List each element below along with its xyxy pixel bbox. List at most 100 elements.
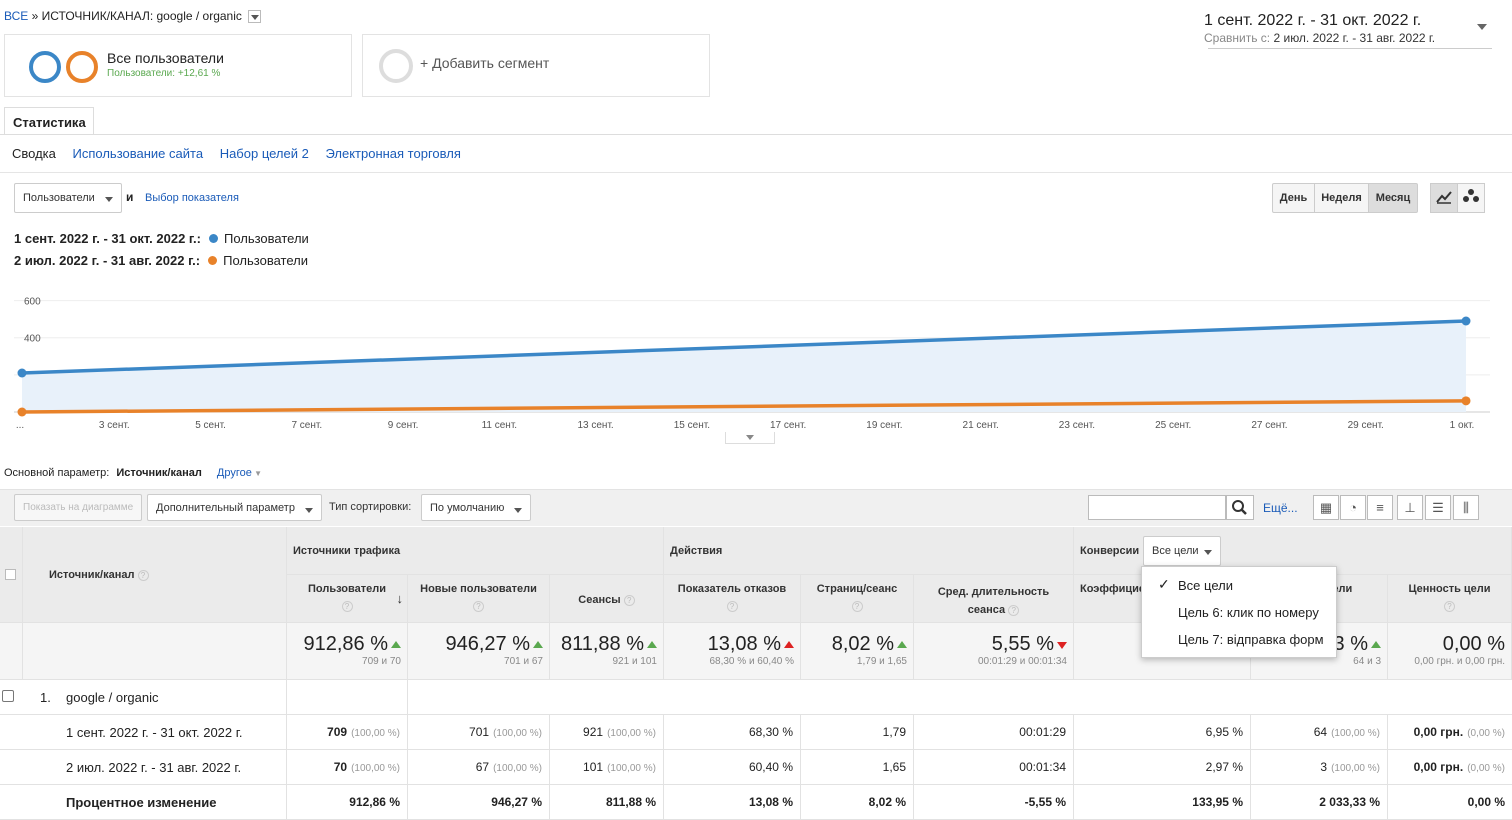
col-goal-value[interactable]: Ценность цели? [1388, 575, 1512, 623]
plot-rows-button[interactable]: Показать на диаграмме [14, 494, 142, 521]
table-cell: 67 (100,00 %) [408, 750, 550, 785]
term-cloud-view-icon[interactable]: ☰ [1425, 495, 1451, 520]
x-tick-label: 27 сент. [1251, 420, 1287, 431]
col-pages-per-session[interactable]: Страниц/сеанс? [801, 575, 914, 623]
bubbles-icon [1463, 189, 1479, 202]
group-traffic-sources: Источники трафика [287, 527, 664, 575]
totals-value: 13,08 % [707, 633, 781, 655]
x-tick-label: 13 сент. [577, 420, 613, 431]
chevron-down-icon [105, 197, 113, 202]
goal-option-6[interactable]: Цель 6: клик по номеру [1178, 605, 1319, 620]
secondary-dimension-select[interactable]: Дополнительный параметр [147, 494, 322, 521]
table-cell: 8,02 % [801, 785, 914, 820]
x-tick-label: 5 сент. [195, 420, 226, 431]
month-button[interactable]: Месяц [1368, 183, 1418, 213]
x-tick-label: 9 сент. [388, 420, 419, 431]
table-row: 1 сент. 2022 г. - 31 окт. 2022 г. [0, 715, 287, 750]
cell-percent: (0,00 %) [1467, 763, 1505, 774]
legend-dot-orange [208, 256, 218, 265]
performance-view-icon[interactable]: ≡ [1367, 495, 1393, 520]
subtab-site-usage[interactable]: Использование сайта [72, 146, 204, 161]
table-cell: 921 (100,00 %) [550, 715, 664, 750]
totals-cell: 946,27 % 701 и 67 [408, 623, 550, 680]
pivot-view-icon[interactable]: ⫼ [1453, 495, 1479, 520]
search-icon [1232, 500, 1247, 515]
col-avg-session-duration[interactable]: Сред. длительность сеанса ? [914, 575, 1074, 623]
pie-view-icon[interactable]: ◔ [1340, 495, 1366, 520]
x-tick-label: 23 сент. [1059, 420, 1095, 431]
x-tick-label: 19 сент. [866, 420, 902, 431]
table-view-icon[interactable]: ▦ [1313, 495, 1339, 520]
table-search-input[interactable] [1088, 495, 1226, 520]
series-line [21, 319, 1467, 375]
table-cell: 60,40 % [664, 750, 801, 785]
chevron-down-icon [1204, 550, 1212, 555]
more-link[interactable]: Ещё... [1263, 501, 1298, 515]
goal-dropdown-menu: Все цели Цель 6: клик по номеру Цель 7: … [1141, 566, 1337, 658]
arrow-up-icon [897, 641, 907, 648]
week-button[interactable]: Неделя [1314, 183, 1369, 213]
segment-subtitle: Пользователи: +12,61 % [107, 68, 221, 79]
sort-type-select[interactable]: По умолчанию [421, 494, 531, 521]
col-users[interactable]: Пользователи? ↓ [287, 575, 408, 623]
metric-select[interactable]: Пользователи [14, 183, 122, 213]
chart-collapse-handle[interactable] [725, 432, 775, 444]
date-range-underline [1208, 48, 1492, 49]
help-icon: ? [1008, 605, 1020, 616]
col-sessions[interactable]: Сеансы ? [550, 575, 664, 623]
subtabs: Сводка Использование сайта Набор целей 2… [12, 146, 474, 161]
goal-option-7[interactable]: Цель 7: відправка форм [1178, 632, 1324, 647]
table-cell: 101 (100,00 %) [550, 750, 664, 785]
pick-metric-link[interactable]: Выбор показателя [145, 192, 239, 204]
breadcrumb-dropdown-icon[interactable] [248, 10, 262, 24]
subtab-goals[interactable]: Набор целей 2 [219, 146, 309, 161]
cell-value: 13,08 % [748, 795, 793, 809]
data-table: Источник/канал ? Источники трафика Дейст… [0, 527, 1512, 820]
table-cell: 0,00 % [1388, 785, 1512, 820]
day-button[interactable]: День [1272, 183, 1315, 213]
line-chart-button[interactable] [1430, 183, 1458, 213]
goal-select[interactable]: Все цели [1143, 536, 1221, 566]
row-index: 1. [40, 690, 51, 705]
cell-percent: (0,00 %) [1467, 728, 1505, 739]
x-tick-label: 11 сент. [482, 420, 518, 431]
arrow-up-icon [533, 641, 543, 648]
chevron-down-icon[interactable] [1477, 24, 1487, 30]
cell-value: 0,00 грн. [1413, 725, 1464, 739]
select-all-checkbox[interactable] [5, 569, 16, 580]
table-cell: 13,08 % [664, 785, 801, 820]
tab-statistics[interactable]: Статистика [4, 107, 94, 135]
segment-title: Все пользователи [107, 50, 224, 66]
x-tick-label: 1 окт. [1450, 420, 1475, 431]
help-icon: ? [1444, 601, 1455, 612]
add-segment-button[interactable]: + Добавить сегмент [362, 34, 710, 97]
date-range-picker[interactable]: 1 сент. 2022 г. - 31 окт. 2022 г. Сравни… [1204, 12, 1472, 45]
breadcrumb-all-link[interactable]: ВСЕ [4, 9, 29, 23]
table-row-empty [287, 680, 408, 715]
data-point [17, 407, 27, 417]
dimension-other-link[interactable]: Другое [216, 467, 252, 479]
search-button[interactable] [1226, 495, 1254, 520]
totals-compare: 00:01:29 и 00:01:34 [978, 656, 1067, 667]
table-row[interactable]: 1. google / organic [0, 680, 287, 715]
table-cell: 68,30 % [664, 715, 801, 750]
help-icon: ? [341, 601, 353, 612]
subtab-summary[interactable]: Сводка [12, 146, 56, 161]
table-cell: 811,88 % [550, 785, 664, 820]
cell-value: 811,88 % [605, 795, 656, 809]
row-source-link[interactable]: google / organic [66, 690, 159, 705]
comparison-view-icon[interactable]: ⊥ [1397, 495, 1423, 520]
col-new-users[interactable]: Новые пользователи? [408, 575, 550, 623]
help-icon: ? [726, 601, 738, 612]
motion-chart-button[interactable] [1457, 183, 1485, 213]
goal-option-all[interactable]: Все цели [1178, 578, 1233, 593]
arrow-up-icon [1371, 641, 1381, 648]
row-checkbox[interactable] [2, 690, 14, 702]
table-cell: 00:01:29 [914, 715, 1074, 750]
subtab-ecommerce[interactable]: Электронная торговля [325, 146, 461, 161]
subtab-divider [0, 172, 1512, 173]
dimension-header[interactable]: Источник/канал ? [23, 527, 287, 623]
col-bounce-rate[interactable]: Показатель отказов? [664, 575, 801, 623]
cell-percent: (100,00 %) [1331, 728, 1380, 739]
segment-all-users[interactable]: Все пользователи Пользователи: +12,61 % [4, 34, 352, 97]
